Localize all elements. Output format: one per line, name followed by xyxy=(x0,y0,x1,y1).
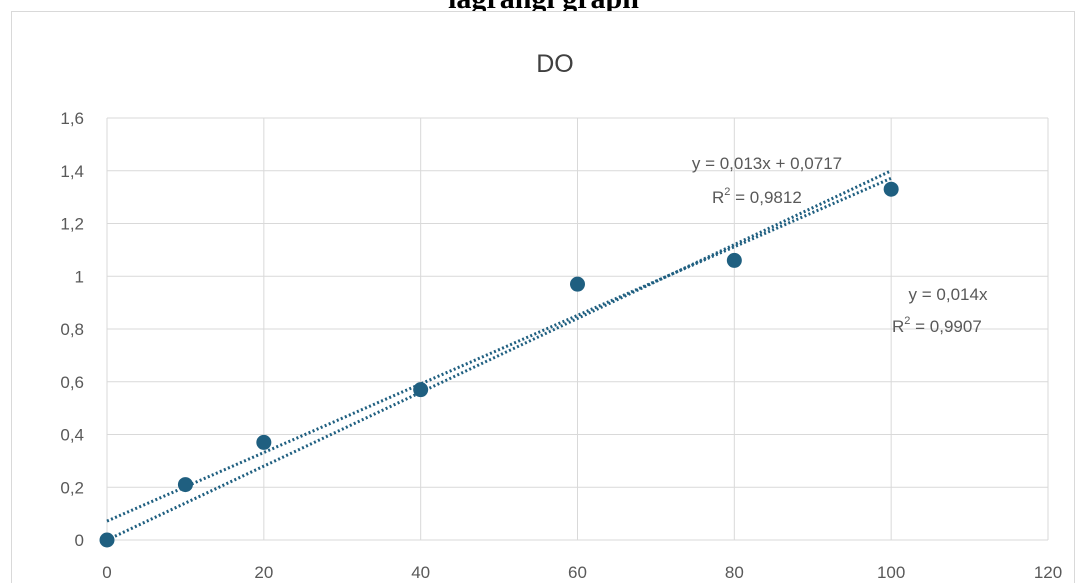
trendlines xyxy=(106,169,892,542)
x-tick-label: 60 xyxy=(568,563,587,582)
trendline-equations: y = 0,013x + 0,0717 R2 = 0,9812 y = 0,014x… xyxy=(692,154,988,336)
y-tick-labels: 0 0,2 0,4 0,6 0,8 1 1,2 1,4 1,6 xyxy=(60,109,84,550)
y-tick-label: 1,2 xyxy=(60,215,84,234)
trendline-equation: y = 0,014x xyxy=(909,285,988,304)
y-tick-label: 0,2 xyxy=(60,478,84,497)
trendline xyxy=(106,169,892,542)
data-point xyxy=(413,382,429,398)
trendline-r2: R2 = 0,9907 xyxy=(892,315,982,336)
trendline xyxy=(106,176,892,523)
x-tick-label: 20 xyxy=(254,563,273,582)
data-point xyxy=(99,532,115,548)
y-tick-label: 1 xyxy=(75,267,84,286)
trendline-equation: y = 0,013x + 0,0717 xyxy=(692,154,842,173)
chart-title: DO xyxy=(536,50,574,78)
data-point xyxy=(726,252,742,268)
y-tick-label: 0 xyxy=(75,531,84,550)
x-tick-label: 120 xyxy=(1034,563,1062,582)
x-tick-label: 80 xyxy=(725,563,744,582)
data-point xyxy=(177,477,193,493)
x-tick-label: 0 xyxy=(102,563,111,582)
y-tick-label: 0,8 xyxy=(60,320,84,339)
x-tick-labels: 0 20 40 60 80 100 120 xyxy=(102,563,1062,582)
y-tick-label: 0,4 xyxy=(60,426,84,445)
x-tick-label: 40 xyxy=(411,563,430,582)
trendline-r2: R2 = 0,9812 xyxy=(712,186,802,207)
data-point xyxy=(570,276,585,292)
y-tick-label: 0,6 xyxy=(60,373,84,392)
y-tick-label: 1,4 xyxy=(60,162,84,181)
data-points xyxy=(99,181,899,548)
data-point xyxy=(883,181,899,197)
data-point xyxy=(256,434,272,450)
x-tick-label: 100 xyxy=(877,563,905,582)
y-tick-label: 1,6 xyxy=(60,109,84,128)
grid-lines xyxy=(106,117,1049,541)
